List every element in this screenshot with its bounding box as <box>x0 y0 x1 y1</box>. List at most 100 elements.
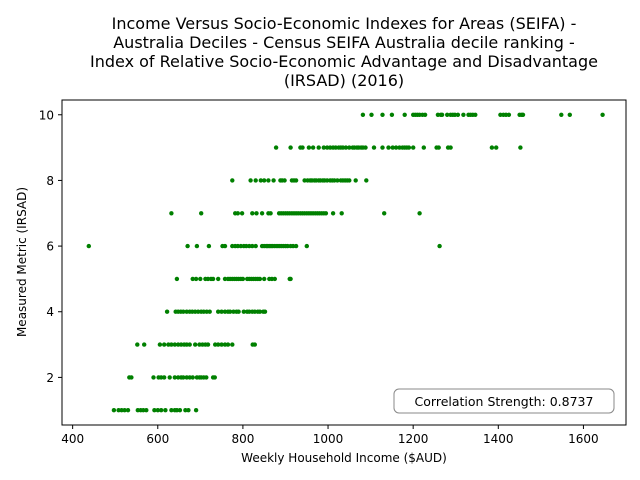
data-point <box>439 112 445 118</box>
data-point <box>86 243 92 249</box>
chart-title-line: (IRSAD) (2016) <box>284 71 404 90</box>
data-point <box>253 243 258 249</box>
data-point <box>207 309 212 314</box>
data-point <box>489 145 495 150</box>
data-point <box>253 178 258 183</box>
data-point <box>360 112 366 118</box>
data-point <box>240 276 246 282</box>
data-point <box>393 145 399 150</box>
data-points <box>86 112 605 413</box>
data-point <box>162 375 167 380</box>
data-point <box>254 211 259 216</box>
data-point <box>144 408 149 413</box>
data-point <box>181 375 186 380</box>
x-tick-label: 1400 <box>483 432 514 446</box>
data-point <box>406 145 412 150</box>
data-point <box>567 112 572 118</box>
data-point <box>219 342 224 347</box>
data-point <box>389 112 395 118</box>
data-point <box>210 276 216 282</box>
data-point <box>239 211 245 216</box>
data-point <box>273 145 279 150</box>
data-point <box>461 112 466 118</box>
data-point <box>236 309 241 314</box>
data-point <box>216 309 221 314</box>
data-point <box>262 309 268 314</box>
data-point <box>304 243 309 249</box>
data-point <box>172 375 177 380</box>
data-point <box>262 178 267 183</box>
data-point <box>411 145 416 150</box>
plot-area-frame <box>61 99 627 426</box>
data-point <box>235 211 240 216</box>
data-point <box>347 178 352 183</box>
data-point <box>518 145 523 150</box>
data-point <box>250 211 255 216</box>
data-point <box>390 145 395 150</box>
data-point <box>268 211 273 216</box>
data-point <box>262 276 267 282</box>
data-point <box>248 178 253 183</box>
data-point <box>282 178 287 183</box>
data-point <box>129 375 134 380</box>
x-axis-label: Weekly Household Income ($AUD) <box>241 451 447 465</box>
data-point <box>371 145 377 150</box>
data-point <box>310 145 316 150</box>
x-tick-label: 1000 <box>313 432 344 446</box>
data-point <box>288 276 293 282</box>
data-point <box>122 408 127 413</box>
chart-title-line: Income Versus Socio-Economic Indexes for… <box>112 14 577 33</box>
data-point <box>204 375 209 380</box>
y-tick-label: 8 <box>46 174 54 188</box>
data-point <box>159 408 164 413</box>
data-point <box>258 178 263 183</box>
data-point <box>194 243 200 249</box>
x-axis: 400 600 800 1000 1200 1400 1600 <box>61 425 599 446</box>
data-point <box>186 408 191 413</box>
data-point <box>190 375 195 380</box>
data-point <box>343 145 349 150</box>
data-point <box>181 309 186 314</box>
data-point <box>142 342 147 347</box>
data-point <box>216 342 221 347</box>
data-point <box>257 276 263 282</box>
data-point <box>271 178 276 183</box>
data-point <box>157 342 163 347</box>
data-point <box>600 112 605 118</box>
data-point <box>225 342 231 347</box>
data-point <box>380 112 385 118</box>
data-point <box>473 112 478 118</box>
data-point <box>506 112 512 118</box>
x-tick-label: 1200 <box>398 432 429 446</box>
data-point <box>386 145 391 150</box>
data-point <box>369 112 374 118</box>
data-point <box>272 276 277 282</box>
y-tick-label: 10 <box>39 108 54 122</box>
chart-title-line: Index of Relative Socio-Economic Advanta… <box>90 52 598 71</box>
annotation-box <box>393 388 615 414</box>
data-point <box>190 276 195 282</box>
data-point <box>212 375 217 380</box>
data-point <box>241 309 246 314</box>
data-point <box>193 276 199 282</box>
data-point <box>187 342 192 347</box>
data-point <box>185 243 190 249</box>
data-point <box>252 342 257 347</box>
data-point <box>353 178 358 183</box>
data-point <box>300 145 305 150</box>
data-point <box>259 211 265 216</box>
data-point <box>293 178 299 183</box>
data-point <box>169 408 174 413</box>
data-point <box>266 178 271 183</box>
data-point <box>162 342 167 347</box>
data-point <box>206 243 212 249</box>
data-point <box>293 243 299 249</box>
data-point <box>316 145 321 150</box>
data-point <box>422 112 428 118</box>
data-point <box>135 342 140 347</box>
data-point <box>436 145 441 150</box>
chart-title: Income Versus Socio-Economic Indexes for… <box>90 14 598 90</box>
data-point <box>380 145 385 150</box>
data-point <box>111 408 117 413</box>
